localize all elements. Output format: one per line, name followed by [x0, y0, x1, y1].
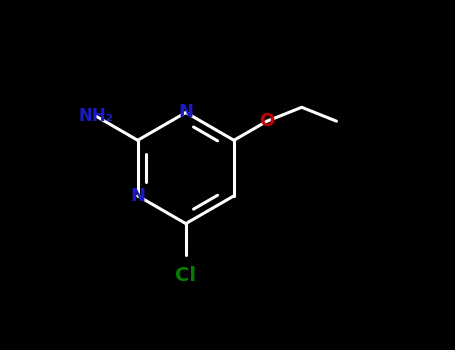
- Text: NH₂: NH₂: [78, 107, 113, 125]
- Text: Cl: Cl: [175, 266, 197, 285]
- Text: O: O: [259, 112, 275, 130]
- Text: N: N: [178, 104, 193, 121]
- Text: N: N: [130, 187, 145, 205]
